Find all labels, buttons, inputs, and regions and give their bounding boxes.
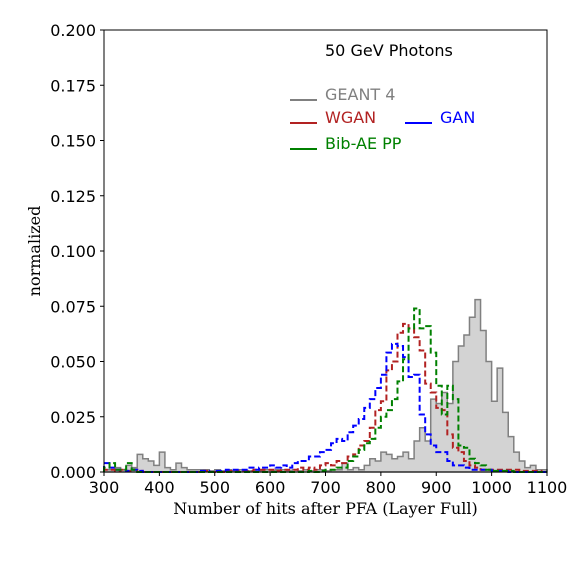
x-axis-label: Number of hits after PFA (Layer Full) [173,499,477,518]
series-bibae [103,307,547,473]
x-tick-label: 300 [89,478,120,497]
y-axis-label: normalized [25,206,44,297]
x-tick-label: 900 [421,478,452,497]
x-tick-label: 700 [310,478,341,497]
legend-label-geant4: GEANT 4 [325,85,395,104]
y-tick-label: 0.000 [50,463,96,482]
y-tick-label: 0.150 [50,132,96,151]
y-tick-label: 0.100 [50,242,96,261]
legend-label-wgan: WGAN [325,108,376,127]
legend-label-bibae: Bib-AE PP [325,134,402,153]
y-tick-label: 0.075 [50,297,96,316]
x-tick-label: 800 [366,478,397,497]
x-tick-label: 500 [199,478,230,497]
x-tick-label: 1100 [527,478,568,497]
y-tick-label: 0.175 [50,76,96,95]
x-tick-label: 400 [144,478,175,497]
y-tick-label: 0.050 [50,353,96,372]
y-tick-label: 0.125 [50,187,96,206]
legend-label-gan: GAN [440,108,475,127]
annotation-text: 50 GeV Photons [325,41,453,60]
y-tick-label: 0.200 [50,21,96,40]
y-tick-label: 0.025 [50,408,96,427]
x-tick-label: 1000 [471,478,512,497]
x-tick-label: 600 [255,478,286,497]
